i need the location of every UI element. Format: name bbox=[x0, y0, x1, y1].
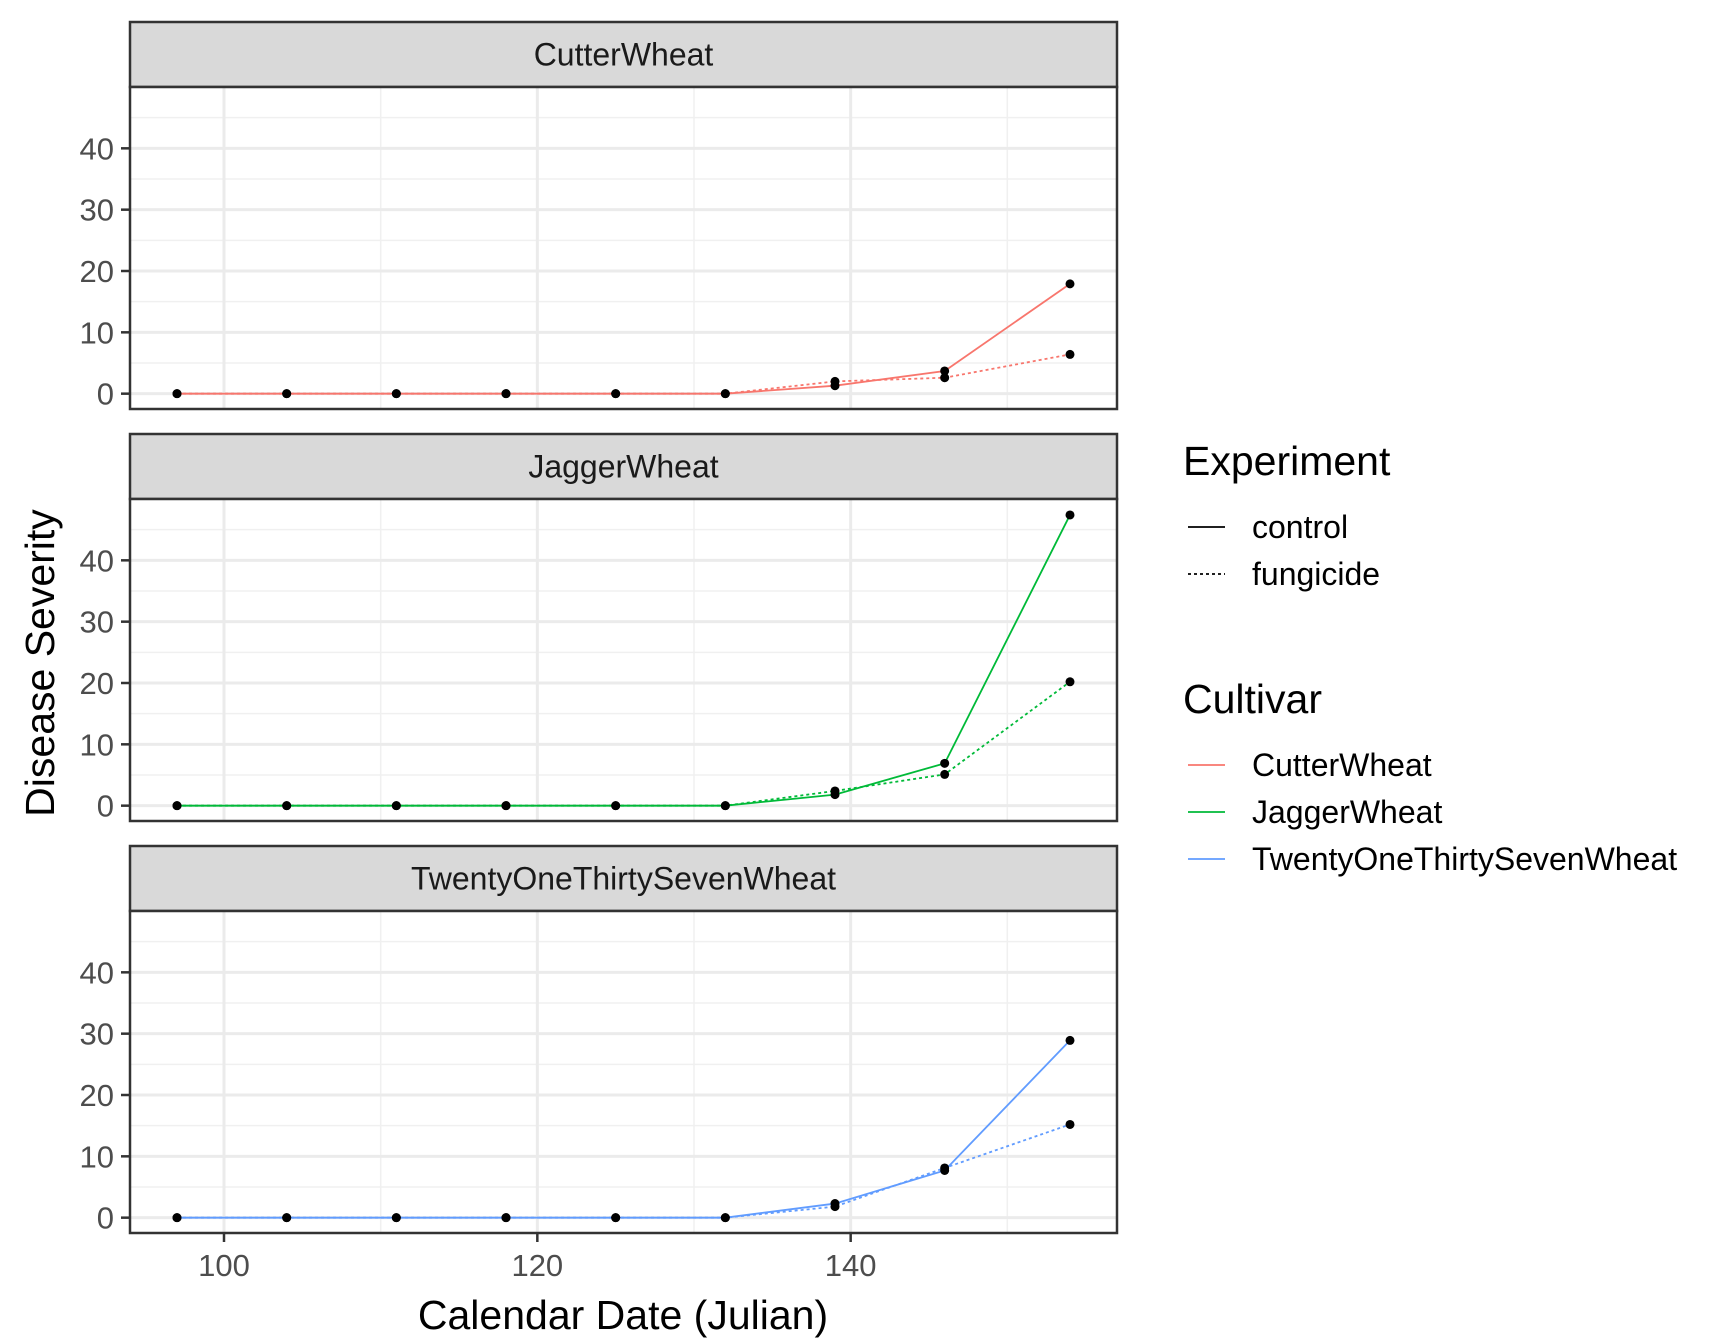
facet-strip-label: JaggerWheat bbox=[528, 449, 718, 485]
legend-cultivar: Cultivar CutterWheat JaggerWheat TwentyOneT… bbox=[1183, 676, 1677, 877]
data-point-fungicide bbox=[940, 373, 950, 383]
data-point-fungicide bbox=[501, 389, 511, 399]
data-point-fungicide bbox=[282, 1213, 292, 1223]
data-point-control bbox=[1065, 510, 1075, 520]
legend-item-label: JaggerWheat bbox=[1252, 794, 1442, 830]
legend-item-label: CutterWheat bbox=[1252, 747, 1432, 783]
data-point-fungicide bbox=[501, 1213, 511, 1223]
data-point-control bbox=[940, 758, 950, 768]
y-tick-label: 30 bbox=[80, 605, 114, 640]
data-point-fungicide bbox=[391, 801, 401, 811]
data-point-fungicide bbox=[1065, 349, 1075, 359]
legend-experiment: Experiment control fungicide bbox=[1183, 438, 1391, 592]
legend-item-label: TwentyOneThirtySevenWheat bbox=[1252, 841, 1677, 877]
data-point-fungicide bbox=[172, 389, 182, 399]
y-tick-label: 40 bbox=[80, 131, 114, 166]
y-tick-label: 40 bbox=[80, 955, 114, 990]
data-point-fungicide bbox=[830, 786, 840, 796]
data-point-fungicide bbox=[611, 389, 621, 399]
panel-border bbox=[128, 85, 1119, 411]
panel-border bbox=[128, 909, 1119, 1235]
y-tick-label: 0 bbox=[97, 789, 114, 824]
y-tick-label: 30 bbox=[80, 1017, 114, 1052]
x-tick-label: 120 bbox=[511, 1248, 563, 1283]
facet-CutterWheat: CutterWheat 0 10 20 30 40 bbox=[80, 20, 1119, 412]
y-tick-label: 30 bbox=[80, 193, 114, 228]
data-point-fungicide bbox=[172, 801, 182, 811]
data-point-fungicide bbox=[611, 801, 621, 811]
data-point-fungicide bbox=[940, 1163, 950, 1173]
y-tick-label: 40 bbox=[80, 543, 114, 578]
data-point-fungicide bbox=[830, 1202, 840, 1212]
facet-panels: CutterWheat 0 10 20 30 40 JaggerWheat 0 10 20 30 40… bbox=[80, 20, 1119, 1236]
data-point-fungicide bbox=[720, 1213, 730, 1223]
data-point-fungicide bbox=[1065, 677, 1075, 687]
data-point-fungicide bbox=[501, 801, 511, 811]
data-point-fungicide bbox=[282, 801, 292, 811]
data-point-fungicide bbox=[940, 769, 950, 779]
x-axis: 100 120 140 bbox=[198, 1233, 877, 1283]
data-point-control bbox=[1065, 1035, 1075, 1045]
data-point-fungicide bbox=[172, 1213, 182, 1223]
data-point-fungicide bbox=[720, 389, 730, 399]
y-tick-label: 10 bbox=[80, 727, 114, 762]
legend-title: Cultivar bbox=[1183, 676, 1322, 722]
legend: Experiment control fungicide Cultivar Cutter… bbox=[1183, 438, 1677, 877]
y-axis-title: Disease Severity bbox=[17, 509, 63, 817]
data-point-fungicide bbox=[830, 376, 840, 386]
y-tick-label: 10 bbox=[80, 315, 114, 350]
y-tick-label: 10 bbox=[80, 1139, 114, 1174]
facet-TwentyOneThirtySevenWheat: TwentyOneThirtySevenWheat 0 10 20 30 40 bbox=[80, 844, 1119, 1236]
panel-border bbox=[128, 497, 1119, 823]
y-tick-label: 20 bbox=[80, 254, 114, 289]
data-point-fungicide bbox=[391, 389, 401, 399]
panel-background bbox=[130, 87, 1117, 409]
data-point-fungicide bbox=[282, 389, 292, 399]
y-tick-label: 20 bbox=[80, 1078, 114, 1113]
facet-strip bbox=[128, 20, 1119, 89]
facet-strip-label: TwentyOneThirtySevenWheat bbox=[411, 861, 836, 897]
data-point-control bbox=[940, 366, 950, 376]
data-point-fungicide bbox=[1065, 1119, 1075, 1129]
panel-background bbox=[130, 499, 1117, 821]
x-axis-title: Calendar Date (Julian) bbox=[418, 1292, 828, 1338]
panel-background bbox=[130, 911, 1117, 1233]
data-point-control bbox=[1065, 279, 1075, 289]
facet-strip bbox=[128, 844, 1119, 913]
legend-title: Experiment bbox=[1183, 438, 1391, 484]
y-tick-label: 0 bbox=[97, 1201, 114, 1236]
legend-item-label: control bbox=[1252, 509, 1348, 545]
data-point-fungicide bbox=[720, 801, 730, 811]
legend-item-label: fungicide bbox=[1252, 556, 1380, 592]
data-point-fungicide bbox=[391, 1213, 401, 1223]
y-tick-label: 0 bbox=[97, 377, 114, 412]
y-tick-label: 20 bbox=[80, 666, 114, 701]
facet-JaggerWheat: JaggerWheat 0 10 20 30 40 bbox=[80, 432, 1119, 824]
facet-strip-label: CutterWheat bbox=[534, 37, 714, 73]
data-point-fungicide bbox=[611, 1213, 621, 1223]
x-tick-label: 140 bbox=[825, 1248, 877, 1283]
x-tick-label: 100 bbox=[198, 1248, 250, 1283]
